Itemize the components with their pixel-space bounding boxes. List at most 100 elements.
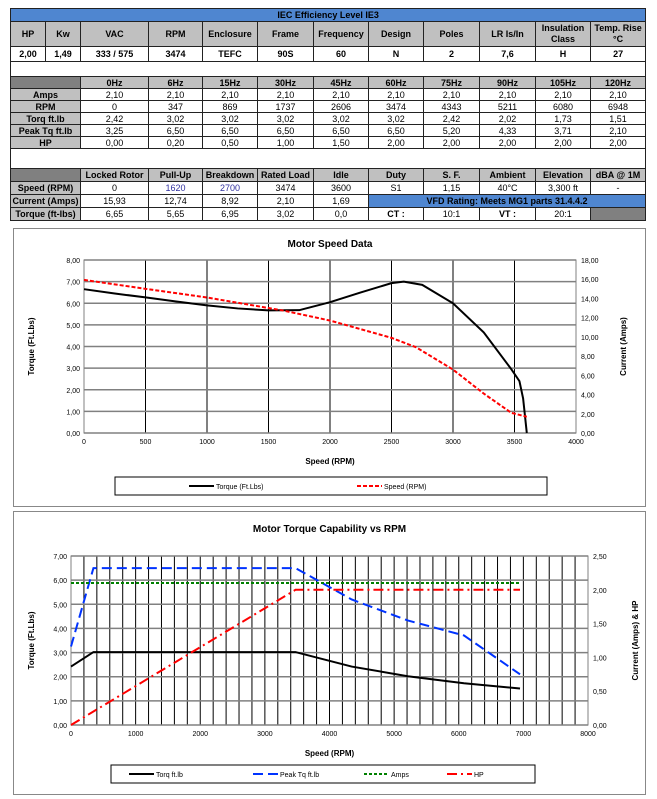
performance-header: Locked Rotor: [80, 168, 149, 182]
x-tick-label: 1000: [199, 439, 215, 446]
y-axis-label: Torque (Ft.Lbs): [27, 317, 36, 375]
y2-tick-label: 0,50: [593, 689, 607, 696]
ct-value: 10:1: [423, 207, 480, 221]
chart-title: Motor Speed Data: [287, 239, 372, 250]
frequency-header: 15Hz: [202, 76, 258, 89]
y2-tick-label: 1,50: [593, 622, 607, 629]
vfd-cell: 2,10: [202, 88, 258, 101]
y2-tick-label: 14,00: [581, 296, 599, 303]
y2-tick-label: 16,00: [581, 277, 599, 284]
corner-cell: [10, 168, 81, 182]
vfd-cell: 2,10: [80, 88, 149, 101]
performance-header: Duty: [368, 168, 424, 182]
legend-label: Torque (Ft.Lbs): [216, 484, 263, 491]
speed-cell: 40°C: [479, 181, 536, 195]
spec-value: H: [535, 46, 591, 62]
legend: [114, 476, 548, 496]
frequency-header: 120Hz: [590, 76, 646, 89]
speed-cell: S1: [368, 181, 424, 195]
ct-label: CT :: [368, 207, 424, 221]
frequency-header: 6Hz: [148, 76, 203, 89]
x-tick-label: 7000: [516, 731, 532, 738]
y2-tick-label: 4,00: [581, 393, 595, 400]
motor-speed-chart: Motor Speed Data 0,00 1,00 2,00 3,00 4,00 5,00…: [13, 228, 646, 507]
vt-value: 20:1: [535, 207, 591, 221]
vfd-cell: 2,02: [479, 112, 536, 125]
vfd-cell: 2,42: [80, 112, 149, 125]
speed-cell: 1,15: [423, 181, 480, 195]
vfd-cell: 5,20: [423, 124, 480, 137]
spec-header: Enclosure: [202, 21, 258, 47]
spacer-row: [10, 148, 646, 169]
current-cell: 2,10: [257, 194, 314, 208]
vfd-rating-banner: VFD Rating: Meets MG1 parts 31.4.4.2: [368, 194, 646, 208]
vfd-cell: 3,02: [257, 112, 314, 125]
spec-header: Temp. Rise °C: [589, 21, 647, 47]
legend-label: Speed (RPM): [384, 484, 426, 491]
spec-value: 3474: [148, 46, 203, 62]
vfd-cell: 2,10: [368, 88, 424, 101]
x-axis-label: Speed (RPM): [305, 749, 355, 758]
vfd-cell: 3,02: [368, 112, 424, 125]
current-cell: 12,74: [148, 194, 203, 208]
vfd-cell: 2,10: [590, 88, 646, 101]
x-tick-label: 0: [82, 439, 86, 446]
vfd-cell: 347: [148, 100, 203, 113]
legend-label: Torq ft.lb: [156, 772, 183, 779]
y-tick-label: 6,00: [66, 301, 80, 308]
y2-tick-label: 2,00: [593, 588, 607, 595]
x-tick-label: 2000: [322, 439, 338, 446]
vfd-cell: 6,50: [148, 124, 203, 137]
row-label: RPM: [10, 100, 81, 113]
row-label: HP: [10, 136, 81, 149]
series-line-torq-ft-lb: [70, 651, 521, 690]
vfd-cell: 869: [202, 100, 258, 113]
y2-tick-label: 0,00: [581, 431, 595, 438]
torque-cell: 5,65: [148, 207, 203, 221]
x-tick-label: 3500: [507, 439, 523, 446]
performance-header: Elevation: [535, 168, 591, 182]
spec-header: Frequency: [313, 21, 369, 47]
vfd-cell: 2,10: [479, 88, 536, 101]
x-tick-label: 6000: [451, 731, 467, 738]
legend-label: HP: [474, 772, 484, 779]
y-tick-label: 1,00: [66, 409, 80, 416]
spec-header: Frame: [257, 21, 314, 47]
speed-cell: -: [590, 181, 646, 195]
vfd-cell: 3,02: [148, 112, 203, 125]
series-line-speed-rpm-: [83, 278, 528, 418]
current-cell: 15,93: [80, 194, 149, 208]
x-tick-label: 3000: [257, 731, 273, 738]
current-cell: 8,92: [202, 194, 258, 208]
vfd-cell: 2,00: [479, 136, 536, 149]
spec-header: VAC: [80, 21, 149, 47]
performance-header: Ambient: [479, 168, 536, 182]
spec-header: Poles: [423, 21, 480, 47]
frequency-header: 105Hz: [535, 76, 591, 89]
x-tick-label: 4000: [568, 439, 584, 446]
vfd-cell: 6,50: [202, 124, 258, 137]
vfd-cell: 6948: [590, 100, 646, 113]
series-line-hp: [70, 588, 521, 726]
y2-axis-label: Current (Amps) & HP: [631, 600, 640, 681]
spec-value: 333 / 575: [80, 46, 149, 62]
vfd-cell: 0,50: [202, 136, 258, 149]
spec-header: RPM: [148, 21, 203, 47]
vfd-cell: 2,00: [535, 136, 591, 149]
y2-axis-label: Current (Amps): [619, 317, 628, 376]
vfd-cell: 2606: [313, 100, 369, 113]
y-tick-label: 3,00: [53, 651, 67, 658]
performance-header: Pull-Up: [148, 168, 203, 182]
speed-cell: 2700: [202, 181, 258, 195]
spec-value: 1,49: [45, 46, 81, 62]
performance-header: Idle: [313, 168, 369, 182]
vfd-cell: 6,50: [257, 124, 314, 137]
torque-cell: 3,02: [257, 207, 314, 221]
y2-tick-label: 6,00: [581, 373, 595, 380]
vfd-cell: 2,10: [590, 124, 646, 137]
y-tick-label: 0,00: [53, 723, 67, 730]
x-tick-label: 4000: [322, 731, 338, 738]
x-tick-label: 2000: [192, 731, 208, 738]
vfd-cell: 3,25: [80, 124, 149, 137]
spec-header: Insulation Class: [535, 21, 591, 47]
